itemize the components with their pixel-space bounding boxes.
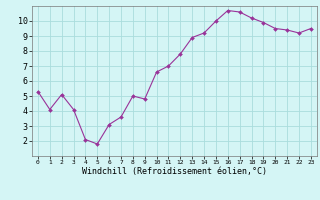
- X-axis label: Windchill (Refroidissement éolien,°C): Windchill (Refroidissement éolien,°C): [82, 167, 267, 176]
